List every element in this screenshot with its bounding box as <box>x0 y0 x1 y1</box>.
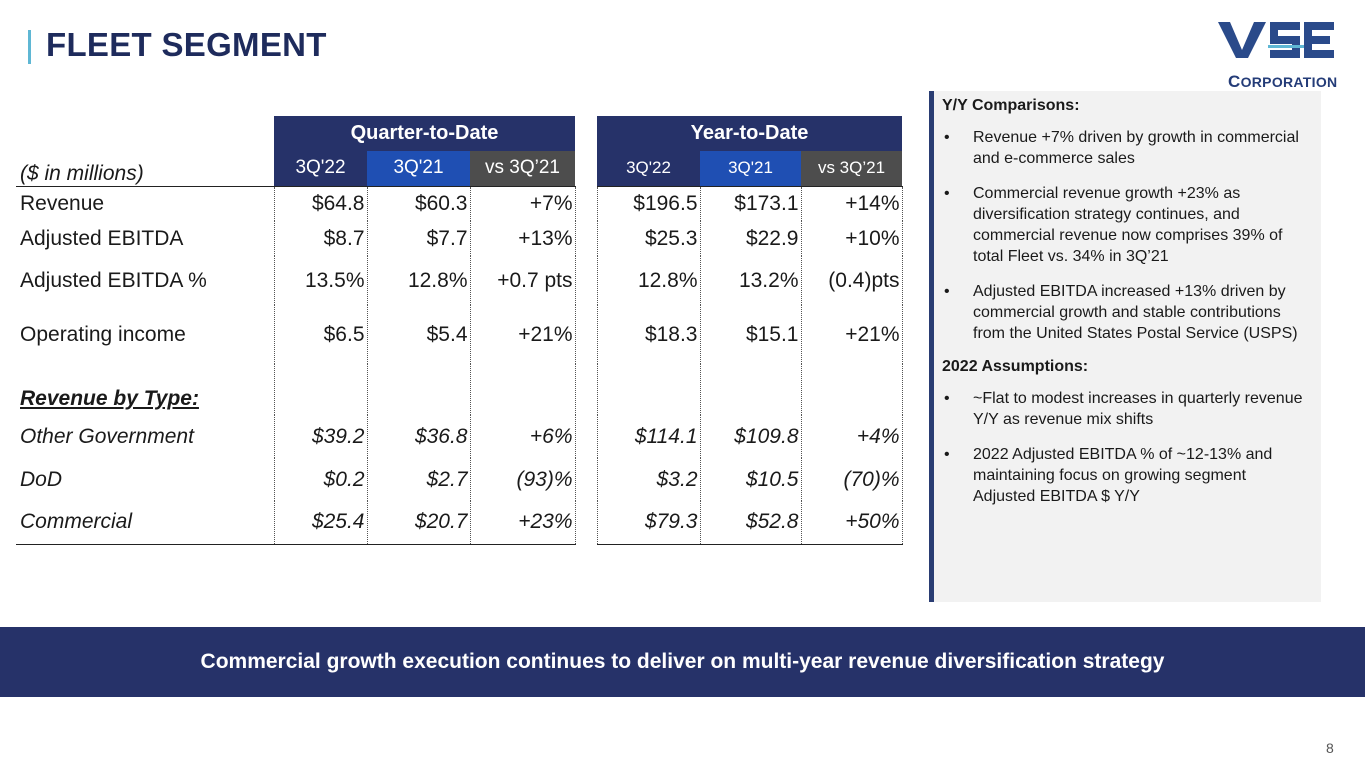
cell: $18.3 <box>596 305 700 364</box>
cell: +4% <box>800 415 903 458</box>
cell: +10% <box>800 221 903 256</box>
financial-table: Quarter-to-Date Year-to-Date ($ in milli… <box>16 116 903 545</box>
cell: 12.8% <box>366 256 470 305</box>
row-label: DoD <box>20 467 63 491</box>
cell: +13% <box>469 221 576 256</box>
cell: +7% <box>469 186 576 221</box>
cell: $60.3 <box>366 186 470 221</box>
title-accent-bar <box>28 30 31 64</box>
cell: $6.5 <box>273 305 367 364</box>
units-label: ($ in millions) <box>16 151 274 187</box>
cell: $8.7 <box>273 221 367 256</box>
row-label: Adjusted EBITDA % <box>20 268 207 292</box>
row-label: Commercial <box>16 501 274 545</box>
section-header-row: Revenue by Type: <box>16 364 903 415</box>
commentary-sidebar: Y/Y Comparisons: • Revenue +7% driven by … <box>929 91 1321 602</box>
cell: $36.8 <box>366 415 470 458</box>
bullet-icon: • <box>944 129 950 146</box>
qtd-col-current: 3Q'22 <box>274 151 367 187</box>
assumptions-heading: 2022 Assumptions: <box>942 358 1089 375</box>
cell: $114.1 <box>596 415 700 458</box>
vse-corporation-logo: CORPORATION <box>1214 18 1338 91</box>
revenue-by-type-label: Revenue by Type: <box>20 387 199 410</box>
cell: $3.2 <box>596 458 700 501</box>
table-row: DoD $0.2 $2.7 (93)% $3.2 $10.5 (70)% <box>16 458 903 501</box>
cell: $0.2 <box>273 458 367 501</box>
assumptions-list: • ~Flat to modest increases in quarterly … <box>942 388 1309 507</box>
cell: (70)% <box>800 458 903 501</box>
bullet-icon: • <box>944 283 950 300</box>
cell: +0.7 pts <box>469 256 576 305</box>
vse-logo-mark <box>1218 22 1334 58</box>
cell: +21% <box>800 305 903 364</box>
table-group-header-row: Quarter-to-Date Year-to-Date <box>16 116 902 151</box>
bullet-icon: • <box>944 185 950 202</box>
cell: +23% <box>469 501 576 545</box>
cell: $196.5 <box>596 186 700 221</box>
list-item: • Revenue +7% driven by growth in commerc… <box>944 129 1299 167</box>
takeaway-banner: Commercial growth execution continues to… <box>0 627 1365 697</box>
cell: 13.2% <box>699 256 801 305</box>
cell: $52.8 <box>699 501 801 545</box>
ytd-col-change: vs 3Q’21 <box>801 151 902 187</box>
cell: $64.8 <box>273 186 367 221</box>
cell: $15.1 <box>699 305 801 364</box>
bullet-icon: • <box>944 390 950 407</box>
qtd-col-change: vs 3Q’21 <box>470 151 575 187</box>
table-row: Operating income $6.5 $5.4 +21% $18.3 $1… <box>16 305 903 364</box>
row-label: Adjusted EBITDA <box>20 226 184 250</box>
cell: +21% <box>469 305 576 364</box>
bullet-icon: • <box>944 446 950 463</box>
cell: $10.5 <box>699 458 801 501</box>
ytd-col-current: 3Q'22 <box>597 151 700 187</box>
qtd-col-prior: 3Q'21 <box>367 151 470 187</box>
cell: (0.4)pts <box>800 256 903 305</box>
list-item: • Adjusted EBITDA increased +13% driven b… <box>944 283 1298 342</box>
cell: $20.7 <box>366 501 470 545</box>
row-label: Revenue <box>20 191 105 215</box>
cell: $109.8 <box>699 415 801 458</box>
cell: 12.8% <box>596 256 700 305</box>
yy-comparisons-heading: Y/Y Comparisons: <box>942 97 1080 114</box>
cell: $25.3 <box>596 221 700 256</box>
cell: +50% <box>800 501 903 545</box>
cell: (93)% <box>469 458 576 501</box>
ytd-col-prior: 3Q'21 <box>700 151 801 187</box>
table-row: Adjusted EBITDA % 13.5% 12.8% +0.7 pts 1… <box>16 256 903 305</box>
table-row: Commercial $25.4 $20.7 +23% $79.3 $52.8 … <box>16 501 903 545</box>
cell: $79.3 <box>596 501 700 545</box>
row-label: Operating income <box>20 322 186 346</box>
cell: $2.7 <box>366 458 470 501</box>
table-row: Revenue $64.8 $60.3 +7% $196.5 $173.1 +1… <box>16 186 903 221</box>
cell: +14% <box>800 186 903 221</box>
yy-comparisons-list: • Revenue +7% driven by growth in commerc… <box>942 127 1309 344</box>
cell: $5.4 <box>366 305 470 364</box>
list-item: • ~Flat to modest increases in quarterly … <box>944 390 1303 428</box>
table-column-header-row: ($ in millions) 3Q'22 3Q'21 vs 3Q’21 3Q'… <box>16 151 902 187</box>
list-item: • Commercial revenue growth +23% as diver… <box>944 185 1283 265</box>
cell: $22.9 <box>699 221 801 256</box>
cell: $25.4 <box>273 501 367 545</box>
cell: +6% <box>469 415 576 458</box>
logo-wordmark: CORPORATION <box>1228 72 1338 91</box>
page-number: 8 <box>1326 740 1334 756</box>
table-row: Adjusted EBITDA $8.7 $7.7 +13% $25.3 $22… <box>16 221 903 256</box>
row-label: Other Government <box>20 424 194 448</box>
cell: $173.1 <box>699 186 801 221</box>
table-row: Other Government $39.2 $36.8 +6% $114.1 … <box>16 415 903 458</box>
qtd-group-header: Quarter-to-Date <box>274 116 575 151</box>
cell: $39.2 <box>273 415 367 458</box>
page-title: FLEET SEGMENT <box>46 26 327 63</box>
cell: $7.7 <box>366 221 470 256</box>
cell: 13.5% <box>273 256 367 305</box>
ytd-group-header: Year-to-Date <box>597 116 902 151</box>
list-item: • 2022 Adjusted EBITDA % of ~12-13% and m… <box>944 446 1273 505</box>
